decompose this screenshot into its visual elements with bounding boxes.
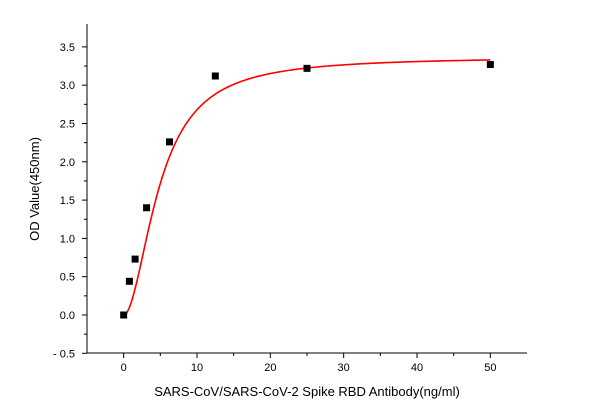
x-axis-title: SARS-CoV/SARS-CoV-2 Spike RBD Antibody(n…	[154, 384, 460, 399]
x-tick-label: 30	[338, 362, 350, 374]
data-point	[125, 277, 133, 285]
data-point	[120, 311, 128, 319]
y-tick-label: 3.5	[60, 42, 75, 54]
data-point	[131, 255, 139, 263]
y-tick-label: 2.5	[60, 119, 75, 131]
y-tick-label: 2.0	[60, 157, 75, 169]
y-axis-title: OD Value(450nm)	[27, 137, 42, 241]
y-tick-label: 1.5	[60, 195, 75, 207]
x-tick-label: 10	[191, 362, 203, 374]
x-tick-label: 40	[411, 362, 423, 374]
data-point	[143, 204, 151, 212]
y-tick-label: 3.0	[60, 80, 75, 92]
y-tick-label: 0.0	[60, 310, 75, 322]
data-points	[120, 61, 494, 319]
y-tick-label: - 0.5	[53, 348, 75, 360]
x-tick-label: 50	[484, 362, 496, 374]
data-point	[166, 138, 173, 146]
data-point	[211, 72, 219, 80]
data-point	[303, 64, 311, 72]
data-point	[486, 61, 494, 69]
y-tick-label: 0.5	[60, 272, 75, 284]
fit-curve	[123, 59, 491, 316]
axes	[86, 24, 527, 354]
x-tick-label: 20	[264, 362, 276, 374]
y-tick-label: 1.0	[60, 233, 75, 245]
ticks: 0 10 20 30 40 50 - 0.5 0.0 0.5 1.0 1.5 2.0 2.5 3.0 3.5	[53, 42, 496, 374]
x-tick-label: 0	[121, 362, 127, 374]
fit-curve-group	[123, 59, 491, 316]
